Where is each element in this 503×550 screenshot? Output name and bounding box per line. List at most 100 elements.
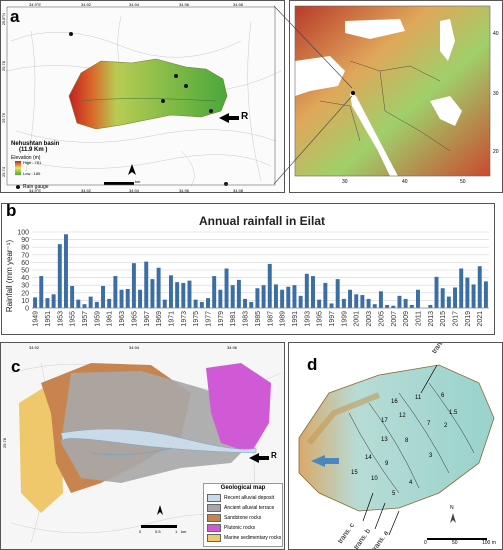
legend-label: Marine sedimentary rocks: [224, 535, 282, 541]
legend-items: Recent alluvial deposit Ancient alluvial …: [204, 493, 282, 543]
y-tick-label: 30: [21, 283, 29, 290]
legend-label: Plutonic rocks: [224, 525, 256, 531]
bar-1978: [212, 276, 217, 308]
rain-gauge-dot: [184, 84, 188, 88]
bar-1998: [335, 279, 340, 308]
legend-item: Plutonic rocks: [204, 523, 282, 533]
x-tick-label: 1967: [144, 311, 151, 327]
point-number: 1.5: [449, 410, 458, 416]
tick-label: 29.8°N: [1, 13, 6, 26]
rain-gauge-dot: [174, 74, 178, 78]
scale-unit: km: [135, 179, 141, 184]
point-number: 12: [399, 413, 406, 419]
bar-2013: [428, 304, 433, 308]
black-sea: [345, 19, 405, 39]
x-tick-label: 1951: [45, 311, 52, 327]
tick-label: 34.98: [233, 188, 244, 193]
bar-1983: [243, 298, 248, 308]
bar-2015: [440, 288, 445, 308]
bar-1985: [255, 288, 260, 308]
y-tick-label: 60: [21, 260, 29, 267]
basin-title: Nehushtan basin: [11, 141, 60, 147]
rainfall-chart: Annual rainfall in Eilat Rainfall (mm ye…: [5, 214, 489, 327]
x-tick-label: 1975: [193, 311, 200, 327]
scale-bar: [104, 182, 134, 185]
bar-2018: [459, 268, 464, 308]
study-site-marker: [351, 91, 355, 95]
bar-2010: [409, 304, 414, 308]
plutonic-unit: [206, 363, 271, 453]
x-tick-label: 1973: [181, 311, 188, 327]
y-axis-label: Rainfall (mm year⁻¹): [5, 240, 14, 313]
x-tick-label: 2017: [453, 311, 460, 327]
bar-2005: [378, 291, 383, 308]
legend-swatch: [207, 514, 221, 522]
tick-label: 34.92: [29, 345, 40, 350]
scale-unit: km: [181, 529, 187, 534]
outlet-arrow-icon: [219, 113, 239, 123]
x-tick-label: 2011: [415, 311, 422, 326]
scale-value: 0: [424, 540, 427, 546]
left-ticks: 29.8°N 29.78 29.76 29.74: [1, 1, 9, 192]
bar-2007: [391, 305, 396, 308]
x-tick-label: 1983: [243, 311, 250, 327]
tick-label: 34.94: [129, 188, 140, 193]
legend-label: Recent alluvial deposit: [224, 495, 275, 501]
y-tick-label: 0: [25, 306, 29, 313]
x-tick-label: 1959: [94, 311, 101, 327]
bars: [32, 234, 489, 309]
y-tick-label: 100: [17, 230, 29, 237]
rain-gauge-dot: [209, 109, 213, 113]
legend-title: Geological map: [220, 485, 266, 491]
legend-swatch: [207, 494, 221, 502]
geology-legend: Geological map Recent alluvial deposit An…: [203, 483, 283, 547]
legend-item: Sandstone rocks: [204, 513, 282, 523]
north-label: N: [450, 505, 454, 511]
bar-1951: [45, 298, 50, 308]
bar-2001: [354, 294, 359, 308]
bar-2004: [372, 304, 377, 308]
bar-1969: [156, 267, 161, 308]
x-tick-label: 1993: [304, 311, 311, 327]
ancient-terrace-unit: [61, 371, 251, 483]
x-tick-label: 2019: [465, 311, 472, 327]
panel-d-letter: d: [307, 355, 318, 374]
bar-1991: [292, 285, 297, 308]
geological-map: [10, 362, 282, 544]
bar-2016: [446, 296, 451, 308]
scale-bar: [427, 538, 487, 540]
x-tick-label: 2003: [366, 311, 373, 327]
bar-1981: [230, 285, 235, 308]
panel-b-letter: b: [6, 203, 17, 220]
elevation-label: Elevation (m): [11, 155, 41, 161]
point-number: 2: [444, 423, 448, 429]
map-tick: 20: [493, 149, 499, 155]
bar-1995: [317, 299, 322, 308]
point-number: 13: [381, 437, 388, 443]
x-tick-label: 2015: [440, 311, 447, 327]
bar-2002: [360, 295, 365, 308]
bar-2011: [416, 289, 420, 308]
panel-a-letter: a: [10, 7, 20, 26]
rain-gauge-dot: [161, 99, 165, 103]
scale-value: 50: [452, 540, 458, 546]
bar-1962: [113, 276, 118, 308]
y-tick-label: 80: [21, 245, 29, 252]
point-number: 5: [392, 491, 396, 497]
bar-1999: [341, 298, 346, 308]
regional-map-svg: [294, 5, 491, 177]
bar-1996: [323, 282, 328, 308]
bar-2020: [471, 284, 476, 308]
x-tick-label: 2013: [428, 311, 435, 327]
flow-arrow-icon: [311, 455, 339, 467]
rain-gauge-label: Rain gauge: [23, 184, 49, 190]
x-tick-label: 1987: [267, 311, 274, 327]
recent-alluvial-unit: [60, 428, 257, 454]
point-number: 4: [409, 480, 413, 486]
bar-2014: [434, 276, 439, 308]
point-number: 3: [429, 453, 433, 459]
basin-area: (11.9 Km ): [19, 147, 48, 153]
map-tick: 50: [460, 179, 466, 185]
bar-1955: [70, 285, 75, 308]
tick-label: 29.76: [1, 113, 6, 124]
